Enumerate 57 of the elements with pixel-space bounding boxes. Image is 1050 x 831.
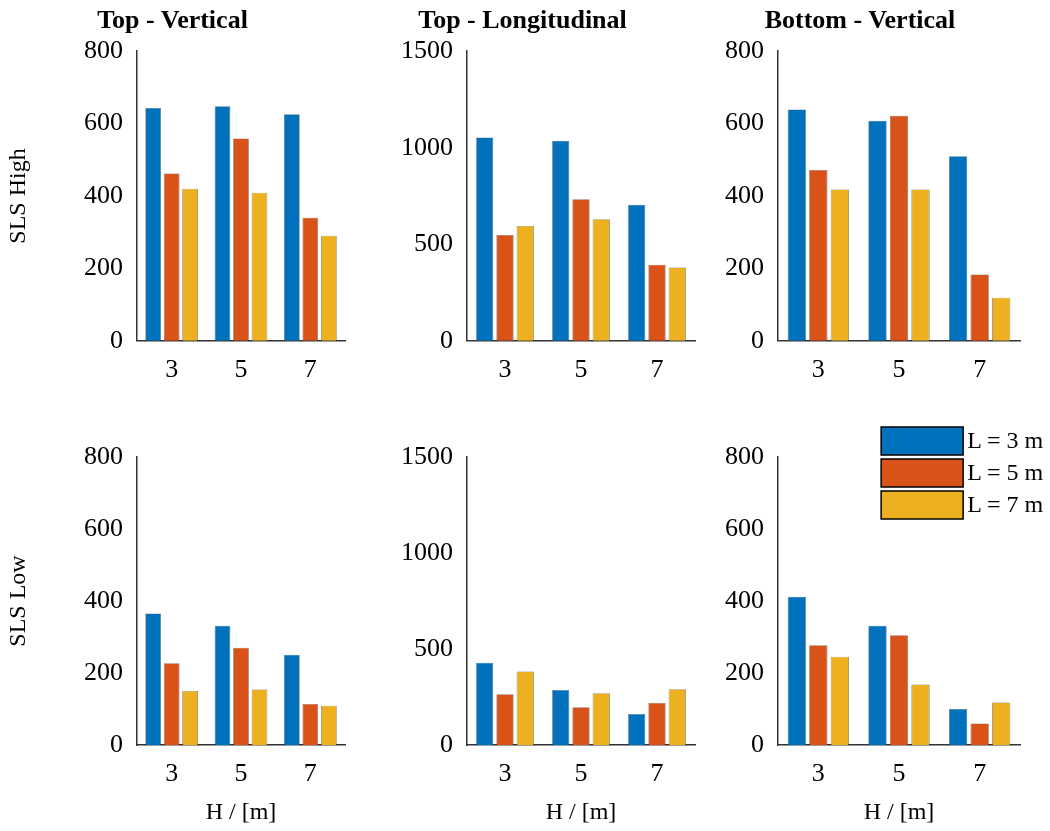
y-axis-title: SLS High	[3, 148, 30, 244]
y-axis-title: SLS Low	[3, 554, 30, 647]
y-tick-label: 1000	[401, 536, 453, 566]
y-tick-label: 400	[725, 584, 764, 614]
y-tick-label: 200	[84, 656, 123, 686]
y-tick-label: 0	[110, 324, 123, 354]
legend-label: L = 3 m	[967, 427, 1044, 454]
y-tick-label: 800	[84, 440, 123, 470]
x-tick-label: 3	[498, 354, 512, 384]
x-tick-label: 7	[650, 758, 664, 788]
x-tick-label: 5	[574, 758, 588, 788]
y-tick-label: 400	[725, 179, 764, 209]
x-tick-label: 7	[973, 354, 987, 384]
legend-label: L = 5 m	[967, 459, 1044, 486]
x-tick-label: 5	[892, 354, 906, 384]
chart-title: Top - Longitudinal	[418, 5, 627, 35]
y-tick-label: 600	[84, 512, 123, 542]
x-axis-title: H / [m]	[863, 797, 935, 824]
x-axis-title: H / [m]	[545, 797, 617, 824]
y-tick-label: 600	[725, 107, 764, 137]
y-tick-label: 800	[725, 440, 764, 470]
x-tick-label: 5	[234, 758, 248, 788]
y-tick-label: 500	[414, 632, 453, 662]
y-tick-label: 400	[84, 179, 123, 209]
y-tick-label: 200	[84, 252, 123, 282]
x-tick-label: 7	[650, 354, 664, 384]
y-tick-label: 400	[84, 584, 123, 614]
y-tick-label: 0	[751, 728, 764, 758]
x-tick-label: 5	[234, 354, 248, 384]
x-tick-label: 7	[303, 758, 317, 788]
x-tick-label: 3	[811, 758, 825, 788]
x-tick-label: 3	[811, 354, 825, 384]
y-tick-label: 200	[725, 252, 764, 282]
chart-title: Top - Vertical	[97, 5, 248, 35]
x-tick-label: 7	[973, 758, 987, 788]
x-tick-label: 5	[574, 354, 588, 384]
x-tick-label: 3	[165, 758, 179, 788]
legend-label: L = 7 m	[967, 491, 1044, 518]
y-tick-label: 600	[725, 512, 764, 542]
chart-title: Bottom - Vertical	[764, 5, 956, 35]
x-tick-label: 5	[892, 758, 906, 788]
y-tick-label: 0	[440, 324, 453, 354]
y-tick-label: 0	[110, 728, 123, 758]
x-tick-label: 3	[498, 758, 512, 788]
y-tick-label: 1500	[401, 440, 453, 470]
x-tick-label: 7	[303, 354, 317, 384]
y-tick-label: 0	[440, 728, 453, 758]
y-tick-label: 500	[414, 228, 453, 258]
y-tick-label: 200	[725, 656, 764, 686]
x-axis-title: H / [m]	[205, 797, 277, 824]
y-tick-label: 0	[751, 324, 764, 354]
y-tick-label: 1000	[401, 131, 453, 161]
y-tick-label: 800	[84, 35, 123, 65]
y-tick-label: 1500	[401, 35, 453, 65]
y-tick-label: 800	[725, 35, 764, 65]
x-tick-label: 3	[165, 354, 179, 384]
y-tick-label: 600	[84, 107, 123, 137]
